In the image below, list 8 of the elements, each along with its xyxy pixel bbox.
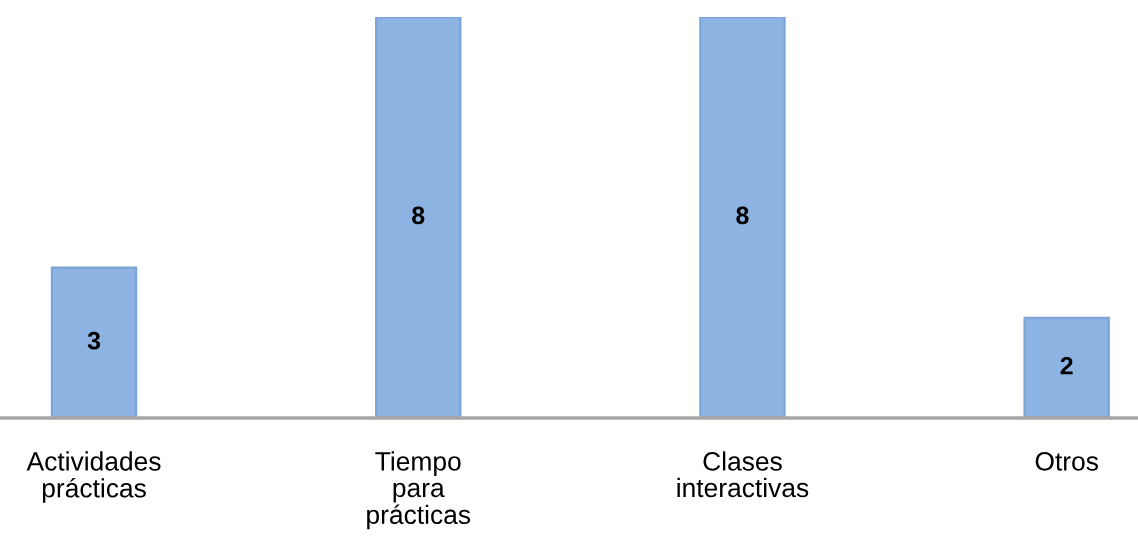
data-label: 2 [1060, 356, 1073, 375]
data-label: 8 [736, 206, 749, 225]
x-tick-label: Clases interactivas [677, 451, 809, 498]
data-label: 8 [412, 206, 425, 225]
x-tick-label: Tiempo para prácticas [367, 451, 471, 530]
x-tick-label: Otros [1035, 452, 1098, 471]
x-tick-label: Actividades prácticas [26, 451, 161, 503]
data-label: 3 [87, 331, 101, 350]
